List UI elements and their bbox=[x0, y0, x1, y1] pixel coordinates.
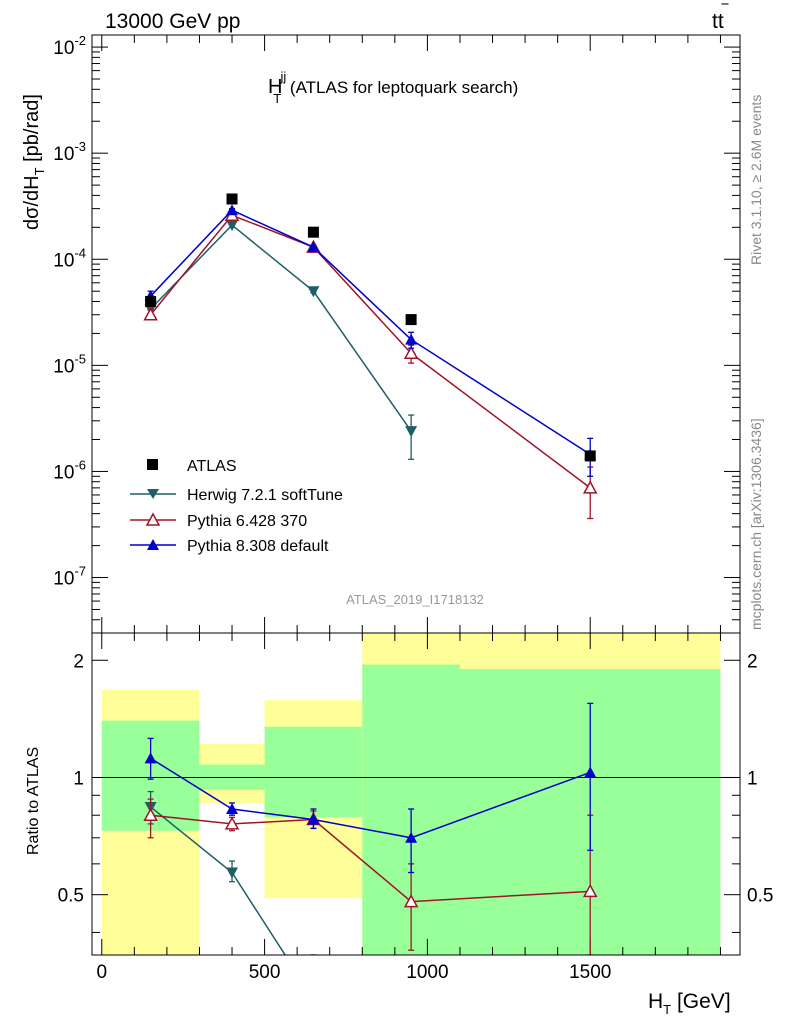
lower-pythia8-point bbox=[584, 766, 597, 778]
legend-marker-atlas bbox=[147, 459, 158, 470]
xlabel-post: [GeV] bbox=[671, 990, 731, 1013]
legend-marker-herwig bbox=[147, 489, 159, 499]
upper-atlas-point bbox=[405, 314, 417, 326]
legend-label-atlas: ATLAS bbox=[187, 458, 237, 475]
upper-ytick-base: 10 bbox=[53, 144, 74, 165]
upper-pythia8-point bbox=[405, 333, 418, 345]
lower-ytick-label-right: 2 bbox=[747, 651, 758, 672]
upper-atlas-point bbox=[226, 193, 238, 205]
upper-ytick-exp: -4 bbox=[74, 245, 86, 260]
upper-ytick-label: 10-2 bbox=[53, 33, 86, 59]
header-right: tt bbox=[712, 10, 724, 33]
lower-pythia6-point bbox=[403, 894, 419, 908]
title-rest: (ATLAS for leptoquark search) bbox=[285, 78, 518, 97]
upper-ytick-exp: -2 bbox=[74, 33, 86, 48]
legend: ATLAS Herwig 7.2.1 softTune Pythia 6.428… bbox=[130, 458, 343, 555]
lower-pythia8-point bbox=[226, 802, 239, 814]
lower-pythia6-point bbox=[224, 816, 240, 830]
ylabel-pre: dσ/dH bbox=[21, 175, 43, 230]
title-sup: jj bbox=[279, 69, 286, 84]
plot-title: Hjj T (ATLAS for leptoquark search) bbox=[268, 69, 518, 106]
lower-axes: 0.5 0.5 1 1 2 2 0 500 1000 1500 bbox=[58, 633, 773, 983]
mcplots-label: mcplots.cern.ch [arXiv:1306.3436] bbox=[748, 418, 764, 630]
lower-ytick-label-left: 0.5 bbox=[58, 886, 84, 907]
ratio-band-green bbox=[264, 726, 363, 818]
legend-marker-pythia8 bbox=[147, 539, 159, 550]
upper-atlas-point bbox=[307, 226, 319, 238]
upper-ytick-exp: -6 bbox=[74, 457, 86, 472]
lower-ytick-label-left: 2 bbox=[73, 651, 84, 672]
lower-pythia6-point bbox=[143, 807, 158, 821]
lower-series bbox=[143, 702, 598, 955]
lower-ytick-label-right: 1 bbox=[747, 768, 758, 789]
upper-ylabel: dσ/dHT [pb/rad] bbox=[21, 94, 47, 230]
lower-pythia6-point bbox=[582, 883, 598, 898]
xlabel-pre: H bbox=[648, 990, 663, 1013]
upper-ytick-base: 10 bbox=[53, 250, 74, 271]
upper-ytick-base: 10 bbox=[53, 356, 74, 377]
xlabel-sub: T bbox=[663, 1002, 671, 1017]
lower-ytick-label-left: 1 bbox=[73, 768, 84, 789]
lower-herwig-point bbox=[226, 867, 239, 879]
upper-pythia6-point bbox=[143, 307, 158, 321]
upper-ytick-base: 10 bbox=[53, 569, 74, 590]
upper-pythia6-point bbox=[403, 345, 419, 360]
analysis-watermark: ATLAS_2019_I1718132 bbox=[346, 592, 484, 607]
upper-atlas-point bbox=[145, 295, 157, 307]
upper-ytick-exp: -7 bbox=[74, 564, 86, 579]
upper-ytick-label: 10-7 bbox=[53, 564, 86, 590]
xlabel: HT [GeV] bbox=[648, 990, 731, 1017]
lower-pythia8-point bbox=[307, 813, 320, 825]
ylabel-post: [pb/rad] bbox=[21, 94, 43, 167]
legend-label-pythia6: Pythia 6.428 370 bbox=[187, 513, 307, 530]
legend-label-pythia8: Pythia 8.308 default bbox=[187, 538, 329, 555]
upper-ytick-exp: -5 bbox=[74, 351, 86, 366]
header-left: 13000 GeV pp bbox=[105, 10, 240, 33]
upper-pythia8-point bbox=[307, 241, 320, 253]
upper-ytick-base: 10 bbox=[53, 38, 74, 59]
upper-herwig-point bbox=[307, 286, 320, 298]
lower-frame bbox=[91, 632, 741, 956]
rivet-label: Rivet 3.1.10, ≥ 2.6M events bbox=[748, 95, 764, 265]
legend-label-herwig: Herwig 7.2.1 softTune bbox=[187, 487, 343, 504]
upper-atlas-point bbox=[584, 450, 596, 462]
upper-herwig-point bbox=[405, 426, 418, 438]
upper-herwig-point bbox=[226, 220, 239, 232]
upper-ytick-base: 10 bbox=[53, 462, 74, 483]
xtick-label: 500 bbox=[249, 962, 281, 983]
ylabel-sub: T bbox=[32, 167, 47, 175]
upper-ytick-label: 10-4 bbox=[53, 245, 86, 271]
title-sub: T bbox=[273, 91, 281, 106]
lower-pythia8-point bbox=[405, 831, 418, 843]
upper-ytick-label: 10-5 bbox=[53, 351, 86, 377]
upper-herwig-line bbox=[150, 224, 412, 432]
xtick-label: 1500 bbox=[569, 962, 611, 983]
lower-series-clipped bbox=[143, 702, 598, 955]
lower-ytick-label-right: 0.5 bbox=[747, 886, 773, 907]
lower-pythia8-point bbox=[144, 752, 157, 764]
upper-ytick-label: 10-6 bbox=[53, 457, 86, 483]
upper-series bbox=[143, 193, 598, 520]
upper-ytick-label: 10-3 bbox=[53, 139, 86, 165]
upper-pythia8-point bbox=[226, 204, 239, 216]
xtick-label: 1000 bbox=[406, 962, 448, 983]
upper-pythia6-point bbox=[582, 480, 598, 494]
xtick-label: 0 bbox=[96, 962, 107, 983]
lower-ylabel: Ratio to ATLAS bbox=[25, 747, 42, 855]
upper-axes: 10-710-610-510-410-310-2 bbox=[53, 33, 740, 634]
title-main: H bbox=[268, 76, 282, 98]
upper-ytick-exp: -3 bbox=[74, 139, 86, 154]
header-right-bar: ‾ bbox=[721, 2, 729, 22]
legend-marker-pythia6 bbox=[145, 512, 161, 526]
